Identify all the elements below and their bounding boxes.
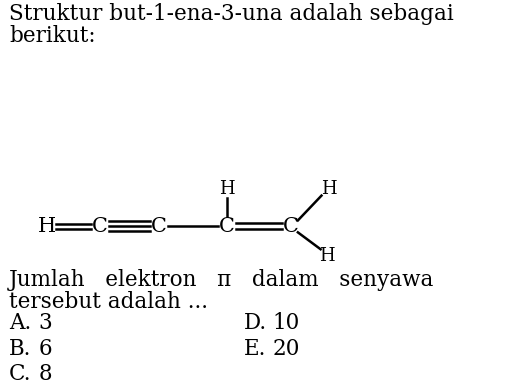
Text: E.: E.	[243, 337, 266, 360]
Text: C: C	[283, 217, 299, 236]
Text: A.: A.	[9, 312, 31, 334]
Text: H: H	[321, 179, 337, 198]
Text: 20: 20	[272, 337, 300, 360]
Text: berikut:: berikut:	[9, 25, 96, 47]
Text: H: H	[219, 179, 235, 198]
Text: 8: 8	[38, 363, 52, 386]
Text: 6: 6	[38, 337, 52, 360]
Text: 10: 10	[272, 312, 300, 334]
Text: 3: 3	[38, 312, 52, 334]
Text: C: C	[151, 217, 167, 236]
Text: Jumlah   elektron   π   dalam   senyawa: Jumlah elektron π dalam senyawa	[9, 269, 434, 291]
Text: B.: B.	[9, 337, 31, 360]
Text: tersebut adalah ...: tersebut adalah ...	[9, 291, 208, 313]
Text: H: H	[319, 247, 335, 265]
Text: C.: C.	[9, 363, 32, 386]
Text: C: C	[219, 217, 235, 236]
Text: Struktur but-1-ena-3-una adalah sebagai: Struktur but-1-ena-3-una adalah sebagai	[9, 3, 454, 25]
Text: C: C	[92, 217, 108, 236]
Text: H: H	[38, 217, 56, 236]
Text: D.: D.	[243, 312, 267, 334]
